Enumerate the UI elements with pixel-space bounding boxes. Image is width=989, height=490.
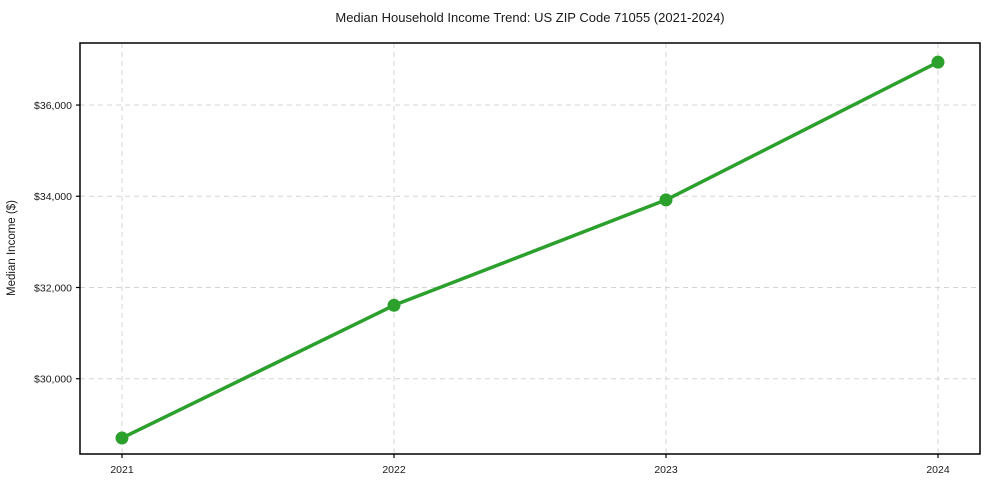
chart-title: Median Household Income Trend: US ZIP Co… bbox=[335, 10, 724, 25]
x-tick-label: 2022 bbox=[382, 464, 406, 476]
trend-line bbox=[120, 60, 940, 440]
gridlines bbox=[80, 43, 980, 454]
y-tick-label: $34,000 bbox=[34, 191, 72, 203]
data-series bbox=[115, 55, 945, 445]
y-tick-labels: $30,000 $32,000 $34,000 $36,000 bbox=[34, 100, 72, 386]
data-point-marker bbox=[931, 55, 945, 69]
x-tick-label: 2024 bbox=[926, 464, 950, 476]
x-tick-label: 2023 bbox=[654, 464, 678, 476]
plot-border bbox=[79, 42, 981, 455]
x-tick-labels: 2021 2022 2023 2024 bbox=[110, 464, 950, 476]
x-tick-label: 2021 bbox=[110, 464, 134, 476]
y-tick-label: $32,000 bbox=[34, 282, 72, 294]
data-point-marker bbox=[387, 298, 401, 312]
y-tick-label: $36,000 bbox=[34, 100, 72, 112]
y-tick-label: $30,000 bbox=[34, 374, 72, 386]
axis-ticks bbox=[76, 104, 939, 458]
data-point-marker bbox=[659, 193, 673, 207]
data-point-marker bbox=[115, 431, 129, 445]
y-axis-label: Median Income ($) bbox=[6, 200, 18, 296]
